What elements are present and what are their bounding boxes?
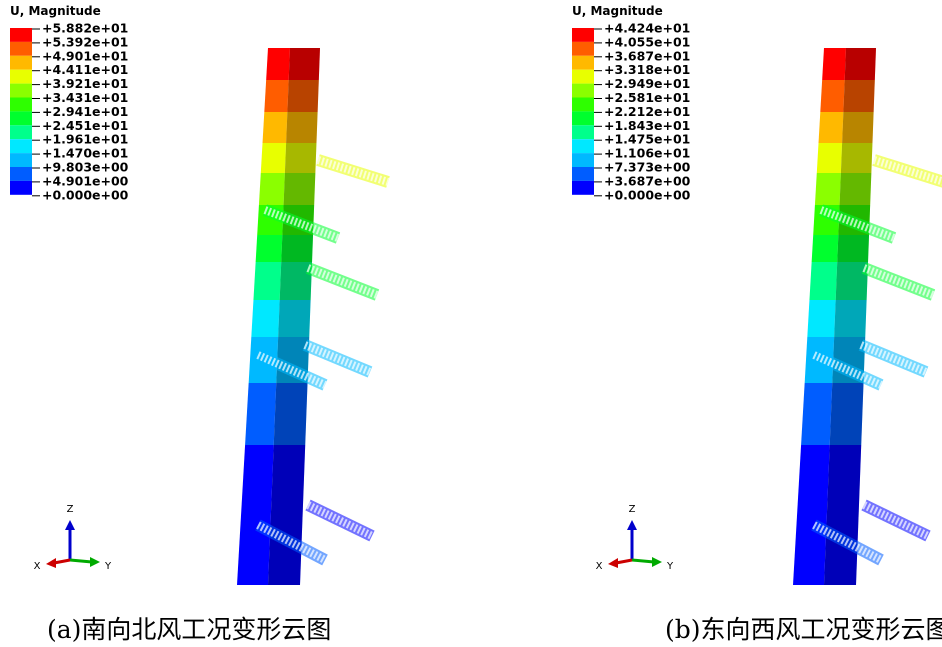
tower-front xyxy=(807,300,835,337)
legend-label: +3.431e+01 xyxy=(42,90,128,105)
arm xyxy=(861,345,926,372)
arm xyxy=(305,345,370,372)
triad-y-head xyxy=(652,557,662,567)
legend-label: +1.106e+01 xyxy=(604,146,690,161)
legend-label: +3.687e+00 xyxy=(604,173,691,188)
triad-label: X xyxy=(34,561,41,572)
legend-label: +4.424e+01 xyxy=(604,21,690,36)
panel: U, Magnitude+5.882e+01+5.392e+01+4.901e+… xyxy=(10,4,388,644)
legend-label: +2.581e+01 xyxy=(604,90,690,105)
legend-label: +4.411e+01 xyxy=(42,62,128,77)
legend-swatch xyxy=(10,56,32,70)
tower-front xyxy=(819,112,844,143)
page: U, Magnitude+5.882e+01+5.392e+01+4.901e+… xyxy=(0,0,942,647)
triad-z-head xyxy=(65,520,75,530)
legend-swatch xyxy=(572,167,594,181)
legend-swatch xyxy=(10,98,32,112)
triad-y-head xyxy=(90,557,100,567)
legend-label: +0.000e+00 xyxy=(42,187,129,202)
tower-front xyxy=(261,143,286,173)
legend-label: +3.921e+01 xyxy=(42,76,128,91)
triad-label: Y xyxy=(666,561,674,572)
tower-front xyxy=(822,48,846,80)
legend-swatch xyxy=(10,70,32,84)
legend-label: +4.055e+01 xyxy=(604,34,690,49)
caption: (a)南向北风工况变形云图 xyxy=(47,615,331,644)
legend-swatch xyxy=(10,153,32,167)
triad-y xyxy=(632,560,654,562)
legend-swatch xyxy=(572,111,594,125)
triad-label: Y xyxy=(104,561,112,572)
legend-label: +5.392e+01 xyxy=(42,34,128,49)
triad-x xyxy=(616,560,632,563)
screenshot: U, Magnitude+5.882e+01+5.392e+01+4.901e+… xyxy=(0,0,942,647)
legend-label: +4.901e+01 xyxy=(42,48,128,63)
tower-front xyxy=(251,300,279,337)
tower-front xyxy=(266,48,290,80)
legend-swatch xyxy=(572,98,594,112)
legend-swatch xyxy=(572,56,594,70)
tower-front xyxy=(812,235,839,262)
legend-swatch xyxy=(572,84,594,98)
triad-z-head xyxy=(627,520,637,530)
triad-y xyxy=(70,560,92,562)
tower-front xyxy=(263,112,288,143)
legend-swatch xyxy=(10,125,32,139)
tower-front xyxy=(264,80,288,112)
tower-front xyxy=(817,143,842,173)
legend-swatch xyxy=(10,181,32,195)
tower-front xyxy=(253,262,281,300)
legend-swatch xyxy=(572,181,594,195)
tower-front xyxy=(259,173,285,205)
caption: (b)东向西风工况变形云图 xyxy=(665,615,942,644)
legend-swatch xyxy=(10,42,32,56)
legend-label: +3.318e+01 xyxy=(604,62,690,77)
legend-swatch xyxy=(10,167,32,181)
tower-front xyxy=(245,383,276,445)
legend-label: +1.470e+01 xyxy=(42,146,128,161)
legend-swatch xyxy=(572,153,594,167)
tower-front xyxy=(801,383,832,445)
legend-swatch xyxy=(10,139,32,153)
legend-swatch xyxy=(10,84,32,98)
legend-label: +2.451e+01 xyxy=(42,118,128,133)
legend-swatch xyxy=(572,139,594,153)
tower-front xyxy=(815,173,841,205)
legend-label: +1.843e+01 xyxy=(604,118,690,133)
legend-title: U, Magnitude xyxy=(572,4,663,18)
legend-label: +3.687e+01 xyxy=(604,48,690,63)
legend-label: +2.941e+01 xyxy=(42,104,128,119)
triad-x-head xyxy=(608,558,618,568)
legend-label: +9.803e+00 xyxy=(42,160,129,175)
legend-label: +2.212e+01 xyxy=(604,104,690,119)
triad-x-head xyxy=(46,558,56,568)
legend-label: +2.949e+01 xyxy=(604,76,690,91)
legend-label: +1.475e+01 xyxy=(604,132,690,147)
legend-label: +1.961e+01 xyxy=(42,132,128,147)
tower-front xyxy=(793,445,830,585)
tower-front xyxy=(237,445,274,585)
triad-x xyxy=(54,560,70,563)
legend-swatch xyxy=(572,70,594,84)
triad-label: X xyxy=(596,561,603,572)
legend-swatch xyxy=(572,42,594,56)
legend-swatch xyxy=(572,28,594,42)
legend-label: +4.901e+00 xyxy=(42,173,129,188)
legend-label: +0.000e+00 xyxy=(604,187,691,202)
legend-title: U, Magnitude xyxy=(10,4,101,18)
tower-front xyxy=(809,262,837,300)
legend-label: +5.882e+01 xyxy=(42,21,128,36)
panel: U, Magnitude+4.424e+01+4.055e+01+3.687e+… xyxy=(572,4,942,644)
legend-swatch xyxy=(572,125,594,139)
tower-front xyxy=(820,80,844,112)
legend-label: +7.373e+00 xyxy=(604,160,691,175)
triad-label: Z xyxy=(629,504,636,515)
triad-label: Z xyxy=(67,504,74,515)
tower-front xyxy=(256,235,283,262)
legend-swatch xyxy=(10,111,32,125)
legend-swatch xyxy=(10,28,32,42)
